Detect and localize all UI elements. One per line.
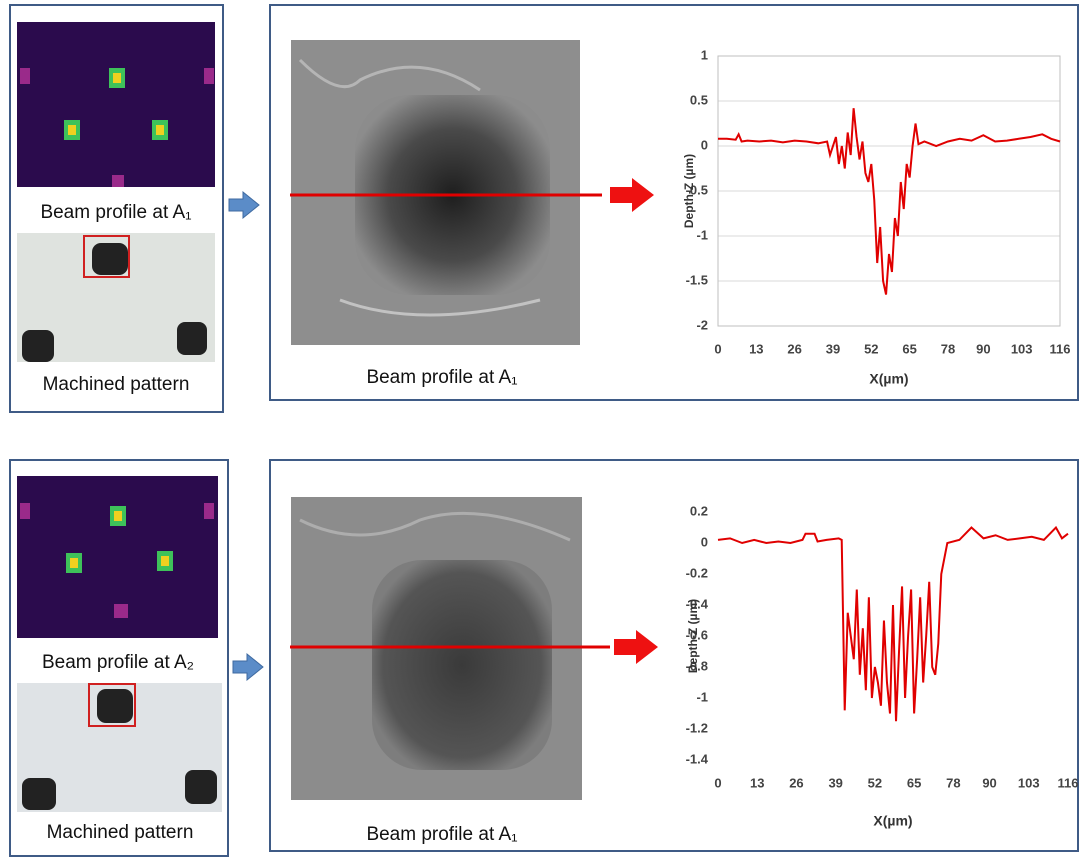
x-tick-label: 0 [714, 341, 721, 356]
y-tick-label: 0.5 [690, 92, 708, 107]
x-tick-label: 103 [1011, 341, 1033, 356]
plot-frame [717, 55, 1061, 327]
x-axis-label: X(µm) [873, 813, 912, 829]
pattern-image [17, 683, 222, 812]
x-tick-label: 116 [1058, 775, 1079, 790]
x-tick-label: 13 [749, 341, 763, 356]
y-axis-label: Depth-Z (µm) [686, 599, 700, 673]
left-box [9, 459, 229, 857]
arrow [228, 190, 260, 220]
y-tick-label: 0.2 [690, 503, 708, 518]
y-tick-label: -2 [696, 317, 708, 332]
arrow [610, 178, 654, 212]
left-box [9, 4, 224, 413]
x-tick-label: 116 [1050, 341, 1071, 356]
x-tick-label: 26 [789, 775, 803, 790]
y-tick-label: -0.5 [686, 182, 708, 197]
caption: Beam profile at A₁ [366, 367, 517, 388]
y-tick-label: 0 [701, 534, 708, 549]
x-tick-label: 65 [907, 775, 921, 790]
beam-image [17, 476, 218, 638]
y-tick-label: -0.8 [686, 658, 708, 673]
y-tick-label: -1.2 [686, 720, 708, 735]
y-tick-label: -0.2 [686, 565, 708, 580]
right-box [269, 4, 1079, 401]
right-box [269, 459, 1079, 852]
y-axis-label: Depth-Z (µm) [682, 154, 696, 228]
y-tick-label: -1 [696, 689, 708, 704]
x-tick-label: 52 [868, 775, 882, 790]
x-tick-label: 78 [941, 341, 955, 356]
y-tick-label: -0.4 [686, 596, 709, 611]
x-tick-label: 65 [902, 341, 916, 356]
x-tick-label: 13 [750, 775, 764, 790]
x-tick-label: 0 [714, 775, 721, 790]
x-tick-label: 90 [976, 341, 990, 356]
y-tick-label: -1.5 [686, 272, 708, 287]
x-axis-label: X(µm) [869, 371, 908, 387]
arrow [614, 630, 658, 664]
y-tick-label: -0.6 [686, 627, 708, 642]
caption: Beam profile at A₁ [40, 202, 191, 223]
y-tick-label: 1 [701, 47, 708, 62]
pattern-image [17, 233, 215, 362]
data-line [717, 525, 1069, 722]
caption: Machined pattern [47, 822, 194, 843]
beam-image [17, 22, 215, 187]
x-tick-label: 78 [946, 775, 960, 790]
x-tick-label: 26 [787, 341, 801, 356]
data-line [718, 108, 1061, 295]
y-tick-label: -1 [696, 227, 708, 242]
caption: Machined pattern [43, 374, 190, 395]
arrow [232, 652, 264, 682]
y-tick-label: 0 [701, 137, 708, 152]
caption: Beam profile at A₂ [42, 652, 194, 673]
x-tick-label: 39 [828, 775, 842, 790]
sem-image [291, 40, 580, 345]
y-tick-label: -1.4 [686, 751, 709, 766]
x-tick-label: 90 [982, 775, 996, 790]
x-tick-label: 103 [1018, 775, 1040, 790]
x-tick-label: 39 [826, 341, 840, 356]
x-tick-label: 52 [864, 341, 878, 356]
caption: Beam profile at A₁ [366, 824, 517, 845]
